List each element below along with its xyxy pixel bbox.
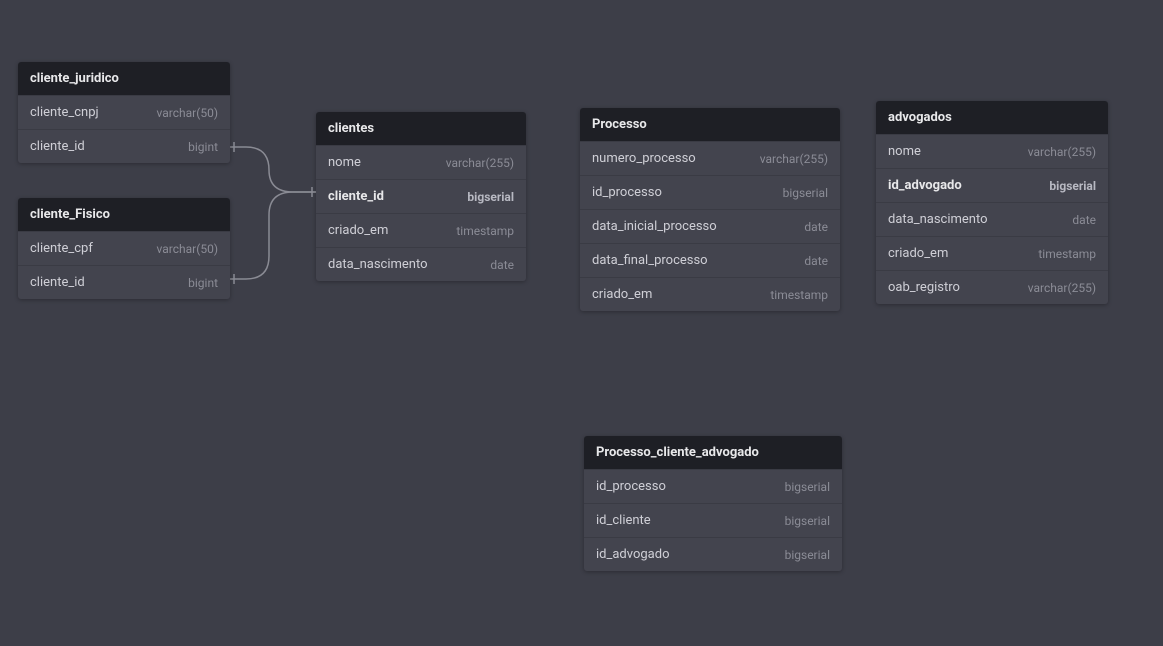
table-column: data_inicial_processo date	[580, 209, 840, 243]
column-name: id_cliente	[596, 513, 651, 528]
column-type: timestamp	[1038, 247, 1096, 261]
column-type: timestamp	[456, 224, 514, 238]
column-name: id_processo	[592, 185, 662, 200]
column-type: varchar(50)	[157, 242, 218, 256]
column-type: date	[804, 220, 828, 234]
table-column: cliente_cnpj varchar(50)	[18, 95, 230, 129]
column-name: cliente_cpf	[30, 241, 93, 256]
column-name: id_advogado	[596, 547, 670, 562]
column-type: bigserial	[467, 190, 514, 204]
table-column: oab_registro varchar(255)	[876, 270, 1108, 304]
erd-table-cliente-juridico[interactable]: cliente_juridicocliente_cnpjvarchar(50)c…	[18, 62, 230, 163]
table-column: nome varchar(255)	[876, 134, 1108, 168]
table-column: id_cliente bigserial	[584, 503, 842, 537]
table-column: nome varchar(255)	[316, 145, 526, 179]
column-type: bigserial	[785, 480, 830, 494]
column-type: date	[804, 254, 828, 268]
column-name: nome	[888, 144, 921, 159]
table-column: cliente_cpf varchar(50)	[18, 231, 230, 265]
column-type: bigint	[188, 276, 218, 290]
table-column: criado_em timestamp	[580, 277, 840, 311]
column-name: cliente_cnpj	[30, 105, 99, 120]
column-type: varchar(255)	[760, 152, 828, 166]
table-column: cliente_id bigserial	[316, 179, 526, 213]
column-name: id_advogado	[888, 178, 962, 193]
table-column: numero_processo varchar(255)	[580, 141, 840, 175]
column-name: cliente_id	[328, 189, 384, 204]
column-name: data_nascimento	[328, 257, 428, 272]
column-name: oab_registro	[888, 280, 960, 295]
column-type: varchar(255)	[1028, 145, 1096, 159]
table-column: id_processo bigserial	[584, 469, 842, 503]
relation-line	[230, 192, 316, 279]
column-type: varchar(255)	[446, 156, 514, 170]
table-column: cliente_id bigint	[18, 129, 230, 163]
table-column: id_processo bigserial	[580, 175, 840, 209]
column-type: bigserial	[785, 514, 830, 528]
erd-table-cliente-fisico[interactable]: cliente_Fisicocliente_cpfvarchar(50)clie…	[18, 198, 230, 299]
column-type: varchar(255)	[1028, 281, 1096, 295]
column-name: cliente_id	[30, 139, 85, 154]
erd-table-advogados[interactable]: advogados nome varchar(255) id_advogado bigs…	[876, 101, 1108, 304]
column-name: data_nascimento	[888, 212, 988, 227]
table-column: id_advogado bigserial	[876, 168, 1108, 202]
table-title: clientes	[316, 112, 526, 145]
relation-line	[230, 147, 316, 192]
column-name: criado_em	[328, 223, 388, 238]
table-column: criado_em timestamp	[876, 236, 1108, 270]
erd-table-clientes[interactable]: clientes nome varchar(255) cliente_id bigser…	[316, 112, 526, 281]
column-type: bigint	[188, 140, 218, 154]
table-column: data_nascimento date	[316, 247, 526, 281]
column-type: date	[490, 258, 514, 272]
table-title: cliente_juridico	[18, 62, 230, 95]
column-name: cliente_id	[30, 275, 85, 290]
table-title: cliente_Fisico	[18, 198, 230, 231]
column-type: date	[1072, 213, 1096, 227]
column-name: data_final_processo	[592, 253, 708, 268]
column-name: criado_em	[888, 246, 948, 261]
table-column: id_advogado bigserial	[584, 537, 842, 571]
column-type: timestamp	[770, 288, 828, 302]
table-column: criado_em timestamp	[316, 213, 526, 247]
column-name: data_inicial_processo	[592, 219, 717, 234]
erd-table-processo-cliente-advogado[interactable]: Processo_cliente_advogadoid_processobigs…	[584, 436, 842, 571]
table-column: data_final_processo date	[580, 243, 840, 277]
table-title: Processo	[580, 108, 840, 141]
column-type: bigserial	[1049, 179, 1096, 193]
table-column: data_nascimento date	[876, 202, 1108, 236]
column-type: bigserial	[785, 548, 830, 562]
column-name: numero_processo	[592, 151, 696, 166]
column-name: nome	[328, 155, 361, 170]
column-type: varchar(50)	[157, 106, 218, 120]
erd-table-processo[interactable]: Processo numero_processo varchar(255) id_pr…	[580, 108, 840, 311]
table-column: cliente_id bigint	[18, 265, 230, 299]
column-name: criado_em	[592, 287, 652, 302]
column-name: id_processo	[596, 479, 666, 494]
table-title: Processo_cliente_advogado	[584, 436, 842, 469]
column-type: bigserial	[783, 186, 828, 200]
table-title: advogados	[876, 101, 1108, 134]
